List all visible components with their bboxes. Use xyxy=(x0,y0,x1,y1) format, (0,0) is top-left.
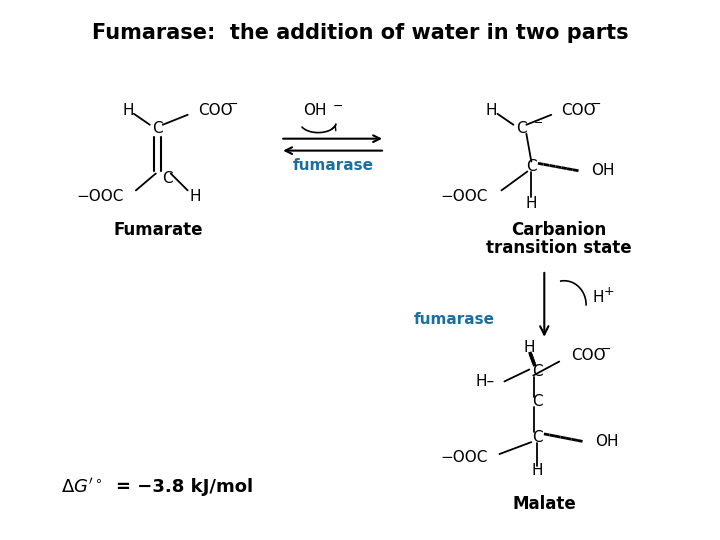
Text: −: − xyxy=(333,100,343,113)
Text: H: H xyxy=(523,340,535,355)
Text: H: H xyxy=(190,189,202,204)
Text: H: H xyxy=(531,463,543,478)
Text: C: C xyxy=(526,159,536,174)
Text: C: C xyxy=(532,430,543,444)
Text: COO: COO xyxy=(197,103,233,118)
Text: +: + xyxy=(604,285,615,299)
Text: H–: H– xyxy=(475,374,495,389)
Text: −OOC: −OOC xyxy=(440,449,487,464)
Text: −OOC: −OOC xyxy=(76,189,124,204)
Text: −: − xyxy=(601,343,611,356)
Text: Malate: Malate xyxy=(513,495,576,513)
Text: fumarase: fumarase xyxy=(414,312,495,327)
Text: OH: OH xyxy=(595,434,618,449)
Text: fumarase: fumarase xyxy=(292,158,374,173)
Text: OH: OH xyxy=(591,163,615,178)
Text: COO: COO xyxy=(571,348,606,363)
Text: −: − xyxy=(228,98,238,111)
Text: C: C xyxy=(163,171,173,186)
Text: C: C xyxy=(153,122,163,136)
Text: = −3.8 kJ/mol: = −3.8 kJ/mol xyxy=(116,478,253,496)
Text: COO: COO xyxy=(561,103,596,118)
Text: C: C xyxy=(516,122,527,136)
Text: C: C xyxy=(532,394,543,409)
Text: $\Delta G^{\prime\circ}$: $\Delta G^{\prime\circ}$ xyxy=(61,477,102,496)
Text: Fumarase:  the addition of water in two parts: Fumarase: the addition of water in two p… xyxy=(91,23,629,43)
Text: H: H xyxy=(486,103,498,118)
Text: C: C xyxy=(532,364,543,379)
Text: −: − xyxy=(534,118,544,128)
Text: H: H xyxy=(526,196,537,211)
Text: −: − xyxy=(591,98,602,111)
Text: transition state: transition state xyxy=(487,239,632,257)
Text: Fumarate: Fumarate xyxy=(113,221,202,239)
Text: H: H xyxy=(592,291,603,305)
Text: OH: OH xyxy=(303,103,327,118)
Text: Carbanion: Carbanion xyxy=(512,221,607,239)
Text: −OOC: −OOC xyxy=(440,189,487,204)
Text: H: H xyxy=(122,103,134,118)
